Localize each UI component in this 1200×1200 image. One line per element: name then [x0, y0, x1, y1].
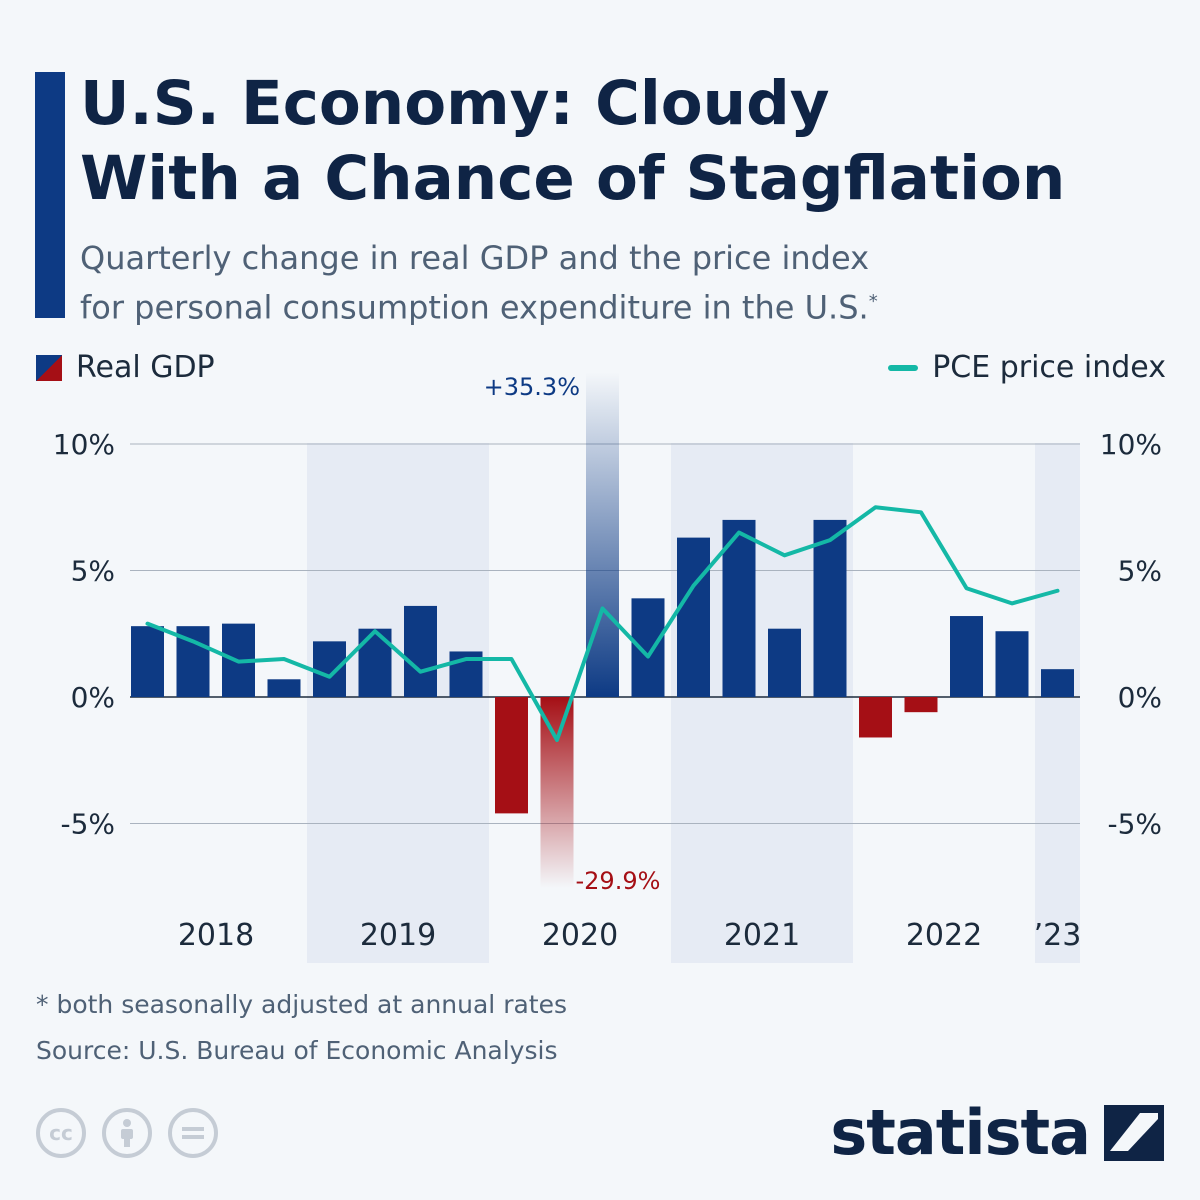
gdp-bar [768, 628, 801, 697]
year-band [1035, 443, 1080, 963]
y-tick-label-right: 0% [1118, 681, 1162, 714]
legend-pce-index: PCE price index [888, 350, 1166, 385]
title-line-2: With a Chance of Stagflation [80, 143, 1066, 214]
y-tick-label-left: 10% [53, 428, 115, 461]
title-line-1: U.S. Economy: Cloudy [80, 68, 830, 139]
gdp-pce-chart: 2018 2019 2020 2021 2022 ’23 10% 10% 5% 5% 0% 0% -5%… [53, 372, 1162, 963]
subtitle-line-2-text: for personal consumption expenditure in … [80, 288, 869, 327]
x-tick-label: ’23 [1034, 918, 1082, 953]
x-tick-label: 2020 [542, 918, 618, 953]
footnote: * both seasonally adjusted at annual rat… [36, 990, 567, 1019]
y-tick-label-right: 5% [1118, 555, 1162, 588]
gdp-bar [131, 626, 164, 697]
subtitle-line-2: for personal consumption expenditure in … [80, 280, 1180, 330]
gdp-bar [813, 519, 847, 697]
source-note: Source: U.S. Bureau of Economic Analysis [36, 1036, 558, 1065]
pce-line-layer [145, 505, 1060, 743]
brand-wordmark: statista [830, 1096, 1091, 1169]
attribution-icon[interactable] [102, 1108, 152, 1158]
gdp-bar [677, 537, 710, 697]
gdp-bars [131, 372, 1074, 888]
y-tick-label-left: -5% [60, 808, 115, 841]
gdp-bar [586, 372, 619, 697]
year-band [307, 443, 489, 963]
x-tick-label: 2021 [724, 918, 800, 953]
no-derivatives-icon[interactable] [168, 1108, 218, 1158]
statista-mark-icon [1104, 1104, 1164, 1161]
subtitle-line-1: Quarterly change in real GDP and the pri… [80, 239, 870, 277]
gdp-bar [859, 697, 892, 738]
year-bands [307, 443, 1080, 963]
page-title: U.S. Economy: Cloudy With a Chance of St… [80, 66, 1180, 216]
pce-line-swatch-icon [888, 364, 919, 371]
gdp-bar [950, 616, 983, 697]
bar-value-label-trough: -29.9% [576, 867, 661, 895]
title-accent-bar [35, 72, 65, 318]
license-icons: cc [36, 1108, 218, 1158]
legend-gdp-label: Real GDP [76, 350, 215, 385]
gdp-bar [540, 697, 574, 888]
y-tick-label-right: -5% [1107, 808, 1162, 841]
statista-logo[interactable]: statista [830, 1096, 1164, 1169]
axis-labels: 2018 2019 2020 2021 2022 ’23 10% 10% 5% 5% 0% 0% -5%… [53, 373, 1162, 953]
legend-pce-label: PCE price index [932, 350, 1166, 385]
y-tick-label-left: 0% [71, 681, 115, 714]
bar-value-label-peak: +35.3% [484, 373, 580, 401]
gdp-bar [631, 598, 665, 697]
gdp-bar [904, 697, 938, 713]
subtitle: Quarterly change in real GDP and the pri… [80, 236, 1180, 330]
gdp-bar [313, 641, 346, 697]
gdp-bar [404, 605, 437, 697]
gdp-swatch-icon [36, 354, 62, 381]
pce-line [145, 505, 1060, 743]
gdp-bar [1041, 669, 1074, 697]
x-tick-label: 2018 [178, 918, 254, 953]
gdp-bar [995, 631, 1029, 697]
gdp-bar [495, 697, 528, 814]
legend-real-gdp: Real GDP [36, 350, 215, 385]
subtitle-footnote-mark: * [868, 291, 878, 312]
y-tick-label-right: 10% [1100, 428, 1162, 461]
gdp-bar [722, 519, 756, 697]
gdp-bar [267, 679, 301, 697]
x-tick-label: 2022 [906, 918, 982, 953]
y-tick-label-left: 5% [71, 555, 115, 588]
x-tick-label: 2019 [360, 918, 436, 953]
cc-icon[interactable]: cc [36, 1108, 86, 1158]
